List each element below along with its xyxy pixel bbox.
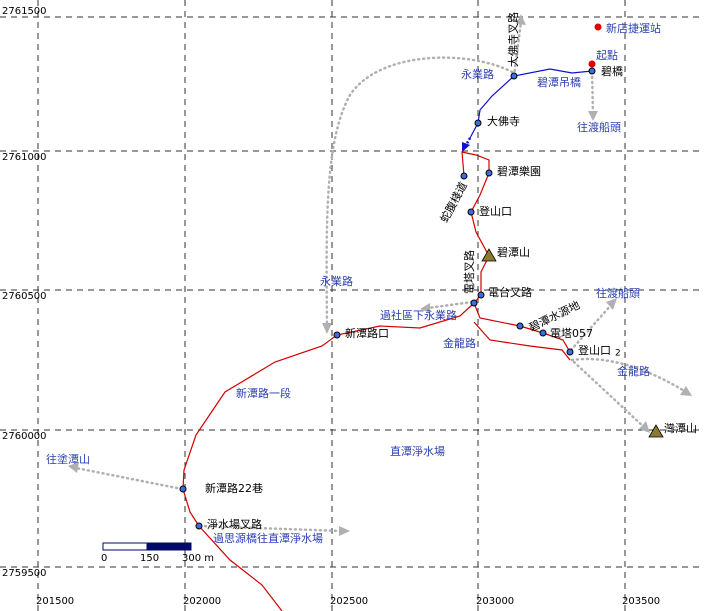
scale-segment bbox=[102, 542, 148, 551]
northing-label: 2761000 bbox=[2, 152, 47, 163]
easting-label: 201500 bbox=[36, 596, 74, 607]
place-label: 碧橋 bbox=[601, 64, 623, 78]
arrow-head bbox=[516, 14, 526, 25]
arrow bbox=[512, 20, 523, 78]
northing-label: 2759500 bbox=[2, 568, 47, 579]
arrow bbox=[569, 302, 614, 352]
point bbox=[539, 329, 547, 337]
arrow bbox=[74, 466, 184, 491]
northing-label: 2760000 bbox=[2, 431, 47, 442]
marker-label: 起點 bbox=[596, 49, 618, 62]
point bbox=[179, 485, 187, 493]
road-label: 金龍路 bbox=[617, 364, 650, 378]
arrow bbox=[590, 70, 595, 116]
arrow-head bbox=[639, 421, 650, 433]
place-label: 大佛寺叉路 bbox=[506, 12, 520, 67]
place-label: 大佛寺 bbox=[487, 114, 520, 128]
road-label: 往渡船頭 bbox=[596, 286, 640, 300]
road-label: 過社區下永業路 bbox=[380, 308, 457, 322]
peak bbox=[481, 248, 497, 262]
place-label: 2 bbox=[615, 349, 621, 359]
point bbox=[516, 322, 524, 330]
road-label: 永業路 bbox=[461, 67, 494, 81]
points bbox=[179, 23, 664, 530]
arrow bbox=[570, 357, 688, 394]
arrow-head bbox=[606, 298, 617, 310]
place-label: 碧潭樂園 bbox=[497, 164, 541, 178]
scale-label: 300 m bbox=[182, 553, 214, 564]
peak bbox=[648, 424, 664, 438]
scale-label: 150 bbox=[140, 553, 159, 564]
arrow-head bbox=[339, 526, 350, 536]
road-label: 直潭淨水場 bbox=[390, 444, 445, 458]
marker-label: 新店捷運站 bbox=[606, 21, 661, 35]
easting-label: 203500 bbox=[622, 596, 660, 607]
place-label: 電塔057 bbox=[550, 327, 593, 340]
place-label: 碧潭山 bbox=[497, 246, 530, 259]
place-label: 電塔叉路 bbox=[463, 250, 476, 294]
easting-label: 202000 bbox=[183, 596, 221, 607]
northing-label: 2761500 bbox=[2, 6, 47, 17]
arrow-head bbox=[588, 111, 598, 121]
arrow-head bbox=[462, 142, 470, 152]
place-label: 電台叉路 bbox=[488, 285, 532, 299]
point bbox=[510, 72, 518, 80]
place-label: 新潭路22巷 bbox=[205, 481, 263, 495]
arrow bbox=[572, 360, 647, 430]
gray-arrows bbox=[68, 14, 692, 536]
point bbox=[460, 172, 468, 180]
arrow bbox=[426, 300, 474, 310]
point bbox=[470, 299, 478, 307]
easting-label: 203000 bbox=[476, 596, 514, 607]
road-label: 金龍路 bbox=[443, 336, 476, 350]
arrow-head bbox=[420, 303, 430, 313]
red-marker bbox=[588, 60, 596, 68]
place-label: 淨水場叉路 bbox=[207, 518, 262, 531]
road bbox=[473, 321, 571, 361]
place-label: 登山口 bbox=[479, 204, 512, 218]
scale-bar: 0 150 300 m bbox=[101, 542, 214, 564]
northing-label: 2760500 bbox=[2, 291, 47, 302]
place-label: 灣潭山 bbox=[664, 422, 697, 435]
arrow bbox=[198, 524, 344, 533]
arrow-head bbox=[68, 462, 79, 473]
point bbox=[485, 169, 493, 177]
scale-label: 0 bbox=[101, 553, 107, 564]
road-label: 過思源橋往直潭淨水場 bbox=[213, 531, 323, 545]
arrow-head bbox=[680, 386, 692, 396]
road-label: 永業路 bbox=[320, 274, 353, 288]
point bbox=[195, 522, 203, 530]
road bbox=[182, 302, 475, 611]
arrow bbox=[325, 56, 514, 328]
red-marker bbox=[594, 23, 602, 31]
point bbox=[588, 67, 596, 75]
point bbox=[467, 208, 475, 216]
road-label: 往塗潭山 bbox=[46, 452, 90, 466]
place-label: 新潭路口 bbox=[345, 326, 389, 340]
road-label: 往渡船頭 bbox=[577, 120, 621, 134]
point bbox=[474, 119, 482, 127]
point bbox=[477, 291, 485, 299]
easting-label: 202500 bbox=[330, 596, 368, 607]
road-label: 新潭路一段 bbox=[236, 386, 291, 400]
road-label: 碧潭吊橋 bbox=[537, 75, 581, 89]
point bbox=[566, 348, 574, 356]
arrow-head bbox=[322, 323, 332, 334]
point bbox=[333, 331, 341, 339]
place-label: 登山口 bbox=[578, 343, 611, 357]
scale-segment bbox=[146, 542, 192, 551]
